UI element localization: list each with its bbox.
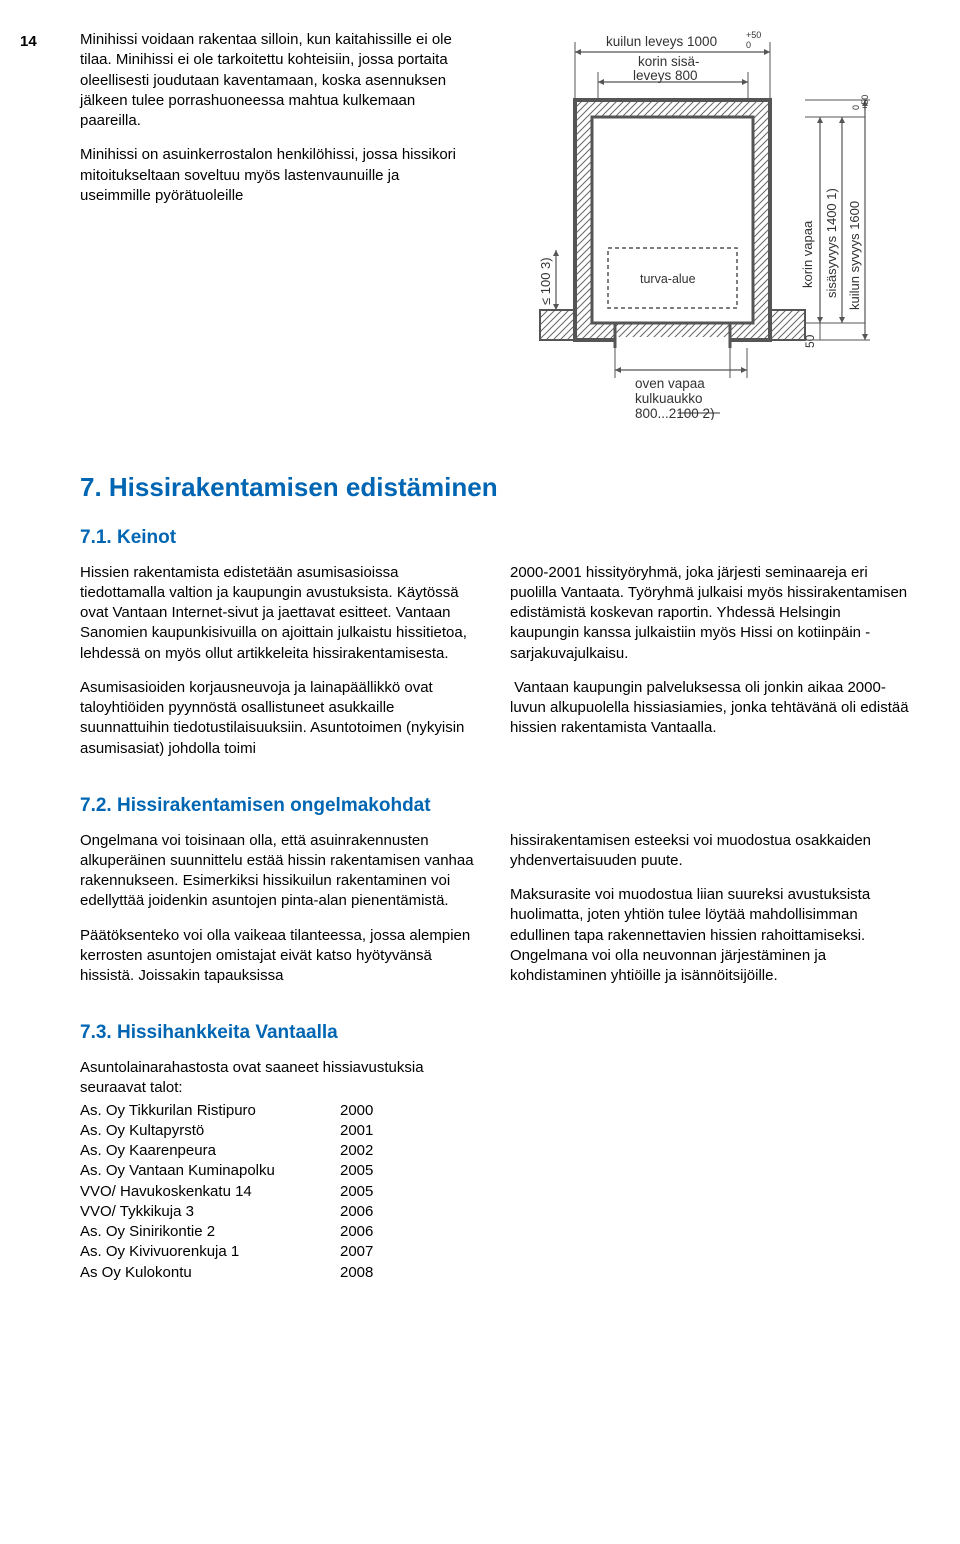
s72-right-p2: Maksurasite voi muodostua liian suureksi… bbox=[510, 885, 910, 986]
heading-7-3: 7.3. Hissihankkeita Vantaalla bbox=[80, 1020, 910, 1046]
row-year: 2000 bbox=[340, 1101, 373, 1121]
table-row: As. Oy Sinirikontie 22006 bbox=[80, 1222, 490, 1242]
row-name: As Oy Kulokontu bbox=[80, 1263, 340, 1283]
diagram-label-50: 50 bbox=[803, 334, 817, 348]
diagram-label-ks-sup2: 0 bbox=[851, 105, 861, 110]
top-section: Minihissi voidaan rakentaa silloin, kun … bbox=[80, 30, 910, 420]
diagram-label-kuilun-syvyys: kuilun syvyys 1600 bbox=[847, 201, 862, 310]
row-name: As. Oy Vantaan Kuminapolku bbox=[80, 1161, 340, 1181]
row-name: As. Oy Kultapyrstö bbox=[80, 1121, 340, 1141]
row-name: VVO/ Tykkikuja 3 bbox=[80, 1202, 340, 1222]
top-paragraph-1: Minihissi voidaan rakentaa silloin, kun … bbox=[80, 30, 460, 131]
subsidy-table: As. Oy Tikkurilan Ristipuro2000As. Oy Ku… bbox=[80, 1101, 490, 1283]
row-name: As. Oy Kivivuorenkuja 1 bbox=[80, 1242, 340, 1262]
row-year: 2006 bbox=[340, 1202, 373, 1222]
row-year: 2007 bbox=[340, 1242, 373, 1262]
table-row: VVO/ Tykkikuja 32006 bbox=[80, 1202, 490, 1222]
diagram-label-korin-vapaa: korin vapaa bbox=[800, 220, 815, 288]
s73-intro: Asuntolainarahastosta ovat saaneet hissi… bbox=[80, 1058, 490, 1099]
s72-left-p2: Päätöksenteko voi olla vaikeaa tilantees… bbox=[80, 926, 480, 987]
diagram-label-sisasyvyys: sisäsyvyys 1400 1) bbox=[824, 188, 839, 298]
table-row: As. Oy Kaarenpeura2002 bbox=[80, 1141, 490, 1161]
table-row: As. Oy Kivivuorenkuja 12007 bbox=[80, 1242, 490, 1262]
s71-left-p1: Hissien rakentamista edistetään asumisas… bbox=[80, 563, 480, 664]
row-year: 2006 bbox=[340, 1222, 373, 1242]
diagram-label-oven-vapaa: oven vapaa bbox=[635, 376, 705, 391]
top-paragraph-2: Minihissi on asuinkerrostalon henkilöhis… bbox=[80, 145, 460, 206]
row-name: As. Oy Tikkurilan Ristipuro bbox=[80, 1101, 340, 1121]
s71-left-p2: Asumisasioiden korjausneuvoja ja lainapä… bbox=[80, 678, 480, 759]
row-year: 2008 bbox=[340, 1263, 373, 1283]
section-7-2-body: Ongelmana voi toisinaan olla, että asuin… bbox=[80, 831, 910, 1001]
diagram-label-100: ≤ 100 3) bbox=[538, 257, 553, 305]
heading-7-2: 7.2. Hissirakentamisen ongelmakohdat bbox=[80, 793, 910, 819]
row-year: 2005 bbox=[340, 1161, 373, 1181]
s71-right-p2: Vantaan kaupungin palveluksessa oli jonk… bbox=[510, 678, 910, 739]
row-name: As. Oy Sinirikontie 2 bbox=[80, 1222, 340, 1242]
diagram-label-leveys800: leveys 800 bbox=[633, 68, 698, 83]
row-name: VVO/ Havukoskenkatu 14 bbox=[80, 1182, 340, 1202]
diagram-label-kulkuaukko: kulkuaukko bbox=[635, 391, 703, 406]
elevator-shaft-diagram: kuilun leveys 1000 +50 0 korin sisä- lev… bbox=[490, 30, 910, 420]
col-right: hissirakentamisen esteeksi voi muodostua… bbox=[510, 831, 910, 1001]
diagram-label-sup1: +50 bbox=[746, 30, 761, 40]
s72-left-p1: Ongelmana voi toisinaan olla, että asuin… bbox=[80, 831, 480, 912]
row-year: 2002 bbox=[340, 1141, 373, 1161]
col-right: 2000-2001 hissityöryhmä, joka järjesti s… bbox=[510, 563, 910, 773]
diagram-label-sup2: 0 bbox=[746, 40, 751, 50]
diagram-label-kuilun-leveys: kuilun leveys 1000 bbox=[606, 34, 717, 49]
row-name: As. Oy Kaarenpeura bbox=[80, 1141, 340, 1161]
table-row: VVO/ Havukoskenkatu 142005 bbox=[80, 1182, 490, 1202]
s72-right-p1: hissirakentamisen esteeksi voi muodostua… bbox=[510, 831, 910, 872]
table-row: As. Oy Tikkurilan Ristipuro2000 bbox=[80, 1101, 490, 1121]
table-row: As. Oy Kultapyrstö2001 bbox=[80, 1121, 490, 1141]
section-7-3-body: Asuntolainarahastosta ovat saaneet hissi… bbox=[80, 1058, 490, 1283]
diagram-label-korin-sisa: korin sisä- bbox=[638, 54, 700, 69]
row-year: 2005 bbox=[340, 1182, 373, 1202]
row-year: 2001 bbox=[340, 1121, 373, 1141]
table-row: As Oy Kulokontu2008 bbox=[80, 1263, 490, 1283]
page-number: 14 bbox=[20, 32, 37, 52]
heading-7-1: 7.1. Keinot bbox=[80, 525, 910, 551]
col-left: Ongelmana voi toisinaan olla, että asuin… bbox=[80, 831, 480, 1001]
col-left: Hissien rakentamista edistetään asumisas… bbox=[80, 563, 480, 773]
heading-7: 7. Hissirakentamisen edistäminen bbox=[80, 470, 910, 505]
diagram-label-turva-alue: turva-alue bbox=[640, 272, 696, 286]
s71-right-p1: 2000-2001 hissityöryhmä, joka järjesti s… bbox=[510, 563, 910, 664]
section-7-1-body: Hissien rakentamista edistetään asumisas… bbox=[80, 563, 910, 773]
table-row: As. Oy Vantaan Kuminapolku2005 bbox=[80, 1161, 490, 1181]
top-text-block: Minihissi voidaan rakentaa silloin, kun … bbox=[80, 30, 490, 420]
diagram-label-ks-sup1: +50 bbox=[860, 95, 870, 110]
